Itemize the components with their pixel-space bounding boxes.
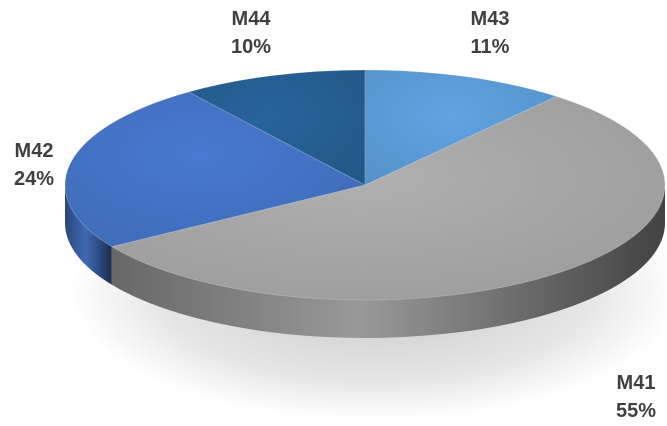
data-label-m42: M42	[15, 140, 54, 162]
pie-slice-m42	[64, 91, 367, 248]
pie-side-m42	[65, 185, 112, 285]
pie-slice-m44	[187, 69, 366, 186]
data-label-m43: M43	[471, 8, 510, 30]
data-label-m44: M44	[232, 8, 272, 30]
pie-labels: M41 55% M42 24% M44 10% M43 11%	[14, 8, 656, 422]
pie-side-m41	[111, 185, 666, 338]
pie-sides	[65, 185, 666, 338]
data-percent-m41: 55%	[616, 400, 656, 422]
pie-slice-m43	[364, 69, 558, 186]
data-label-m41: M41	[617, 372, 656, 394]
data-percent-m44: 10%	[231, 36, 271, 58]
data-percent-m42: 24%	[14, 168, 54, 190]
data-percent-m43: 11%	[471, 36, 510, 58]
pie-tops	[64, 69, 666, 301]
pie-slice-m41	[110, 95, 666, 301]
